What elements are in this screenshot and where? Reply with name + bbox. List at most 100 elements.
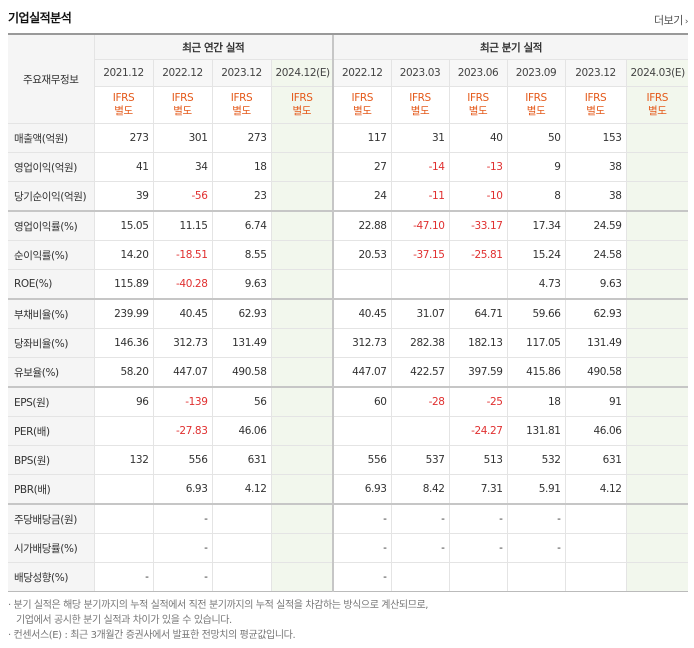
table-cell: [270, 298, 334, 329]
table-cell: [332, 416, 392, 446]
table-cell: 447.07: [332, 357, 392, 388]
table-cell: [625, 474, 689, 505]
period-header: 2021.12: [94, 59, 154, 87]
table-cell: [93, 503, 154, 534]
basis-type: 별도: [292, 105, 312, 117]
table-cell: 631: [211, 445, 272, 475]
table-cell: 4.12: [564, 474, 627, 505]
table-cell: [270, 269, 334, 300]
table-row: BPS(원) 132 556 631 556 537 513 532 631: [8, 445, 689, 475]
table-cell: [625, 210, 689, 241]
basis-standard: IFRS: [230, 92, 253, 104]
table-row: PER(배) -27.83 46.06 -24.27 131.81 46.06: [8, 416, 689, 446]
row-label: 배당성향(%): [8, 562, 95, 592]
table-cell: [625, 416, 689, 446]
row-label: ROE(%): [8, 269, 95, 300]
table-cell: 56: [211, 386, 272, 417]
table-row: 순이익률(%) 14.20 -18.51 8.55 20.53 -37.15 -25.81 1…: [8, 240, 689, 270]
table-cell: 447.07: [152, 357, 213, 388]
basis-cell: IFRS 별도: [506, 86, 566, 124]
basis-type: 별도: [232, 105, 251, 117]
table-row: 부채비율(%) 239.99 40.45 62.93 40.45 31.07 64.71 59…: [8, 298, 689, 329]
table-cell: [564, 503, 627, 534]
table-row: 배당성향(%) - - -: [8, 562, 689, 592]
table-cell: 5.91: [506, 474, 566, 505]
table-cell: -: [390, 503, 450, 534]
table-cell: 182.13: [448, 328, 508, 358]
table-cell: 9.63: [211, 269, 272, 300]
table-cell: [390, 269, 450, 300]
table-cell: [93, 474, 154, 505]
table-cell: -: [93, 562, 154, 592]
basis-standard: IFRS: [171, 92, 194, 104]
basis-type: 별도: [526, 105, 546, 117]
period-header: 2023.03: [390, 59, 450, 87]
table-cell: -: [332, 533, 392, 563]
table-cell: 59.66: [506, 298, 566, 329]
table-cell: 6.93: [152, 474, 213, 505]
table-cell: 40.45: [332, 298, 392, 329]
table-cell: 117: [332, 123, 392, 153]
row-header-label: 주요재무정보: [8, 33, 95, 124]
row-label: 매출액(억원): [8, 123, 95, 153]
basis-type: 별도: [468, 105, 488, 117]
period-header: 2023.06: [448, 59, 508, 87]
table-cell: [625, 386, 689, 417]
table-cell: [270, 210, 334, 241]
row-label: 영업이익(억원): [8, 152, 95, 182]
table-cell: [625, 562, 689, 592]
period-header-estimate: 2024.12(E): [270, 59, 334, 87]
table-cell: 4.12: [211, 474, 272, 505]
row-label: 당기순이익(억원): [8, 181, 95, 212]
section-header: 기업실적분석 더보기 ›: [8, 0, 689, 34]
row-label: EPS(원): [8, 386, 95, 417]
more-link[interactable]: 더보기 ›: [654, 12, 689, 28]
table-cell: 131.81: [506, 416, 566, 446]
table-cell: 301: [152, 123, 213, 153]
basis-type: 별도: [410, 105, 430, 117]
table-cell: 397.59: [448, 357, 508, 388]
table-cell: 6.74: [211, 210, 272, 241]
table-cell: [211, 562, 272, 592]
table-cell: 8.42: [390, 474, 450, 505]
table-cell: -: [332, 562, 392, 592]
table-cell: -14: [390, 152, 450, 182]
basis-standard: IFRS: [112, 92, 135, 104]
table-cell: 38: [564, 152, 627, 182]
table-cell: 273: [93, 123, 154, 153]
basis-cell: IFRS 별도: [152, 86, 213, 124]
table-cell: 131.49: [564, 328, 627, 358]
table-cell: 31.07: [390, 298, 450, 329]
basis-cell: IFRS 별도: [564, 86, 627, 124]
table-cell: [270, 386, 334, 417]
table-cell: 422.57: [390, 357, 450, 388]
table-cell: 15.05: [93, 210, 154, 241]
table-cell: -25: [448, 386, 508, 417]
table-row: ROE(%) 115.89 -40.28 9.63 4.73 9.63: [8, 269, 689, 300]
table-cell: [625, 152, 689, 182]
period-header: 2023.09: [506, 59, 566, 87]
table-cell: 273: [211, 123, 272, 153]
period-header: 2022.12: [332, 59, 392, 87]
period-header: 2023.12: [211, 59, 272, 87]
table-cell: 23: [211, 181, 272, 212]
row-label: 부채비율(%): [8, 298, 95, 329]
chevron-right-icon: ›: [684, 17, 689, 27]
table-cell: 91: [564, 386, 627, 417]
table-cell: 312.73: [152, 328, 213, 358]
footnote-quarterly-cont: 기업에서 공시한 분기 실적과 차이가 있을 수 있습니다.: [16, 615, 232, 626]
table-cell: -18.51: [152, 240, 213, 270]
table-cell: -47.10: [390, 210, 450, 241]
table-cell: -: [332, 503, 392, 534]
basis-standard: IFRS: [525, 92, 547, 104]
table-cell: -40.28: [152, 269, 213, 300]
table-cell: -13: [448, 152, 508, 182]
table-cell: [625, 533, 689, 563]
table-cell: -: [448, 503, 508, 534]
table-cell: [448, 562, 508, 592]
table-cell: 117.05: [506, 328, 566, 358]
table-cell: 132: [93, 445, 154, 475]
period-header: 2023.12: [564, 59, 627, 87]
basis-cell: IFRS 별도: [94, 86, 154, 124]
table-cell: [270, 416, 334, 446]
